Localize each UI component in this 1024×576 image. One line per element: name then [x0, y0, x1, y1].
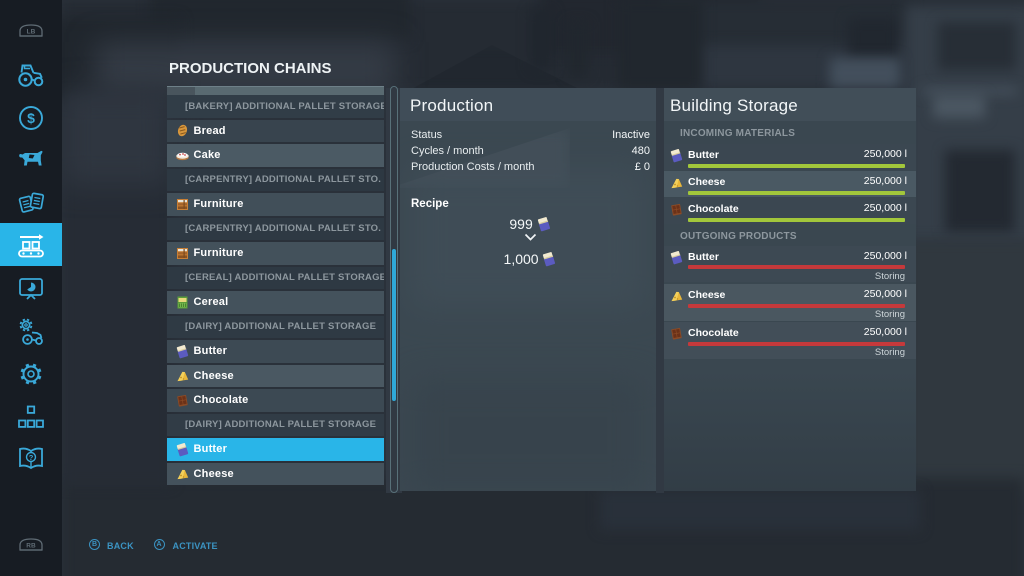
svg-text:?: ?	[29, 453, 34, 462]
svg-text:LB: LB	[27, 29, 36, 36]
svg-text:RB: RB	[26, 543, 36, 550]
svg-text:$: $	[27, 110, 35, 126]
